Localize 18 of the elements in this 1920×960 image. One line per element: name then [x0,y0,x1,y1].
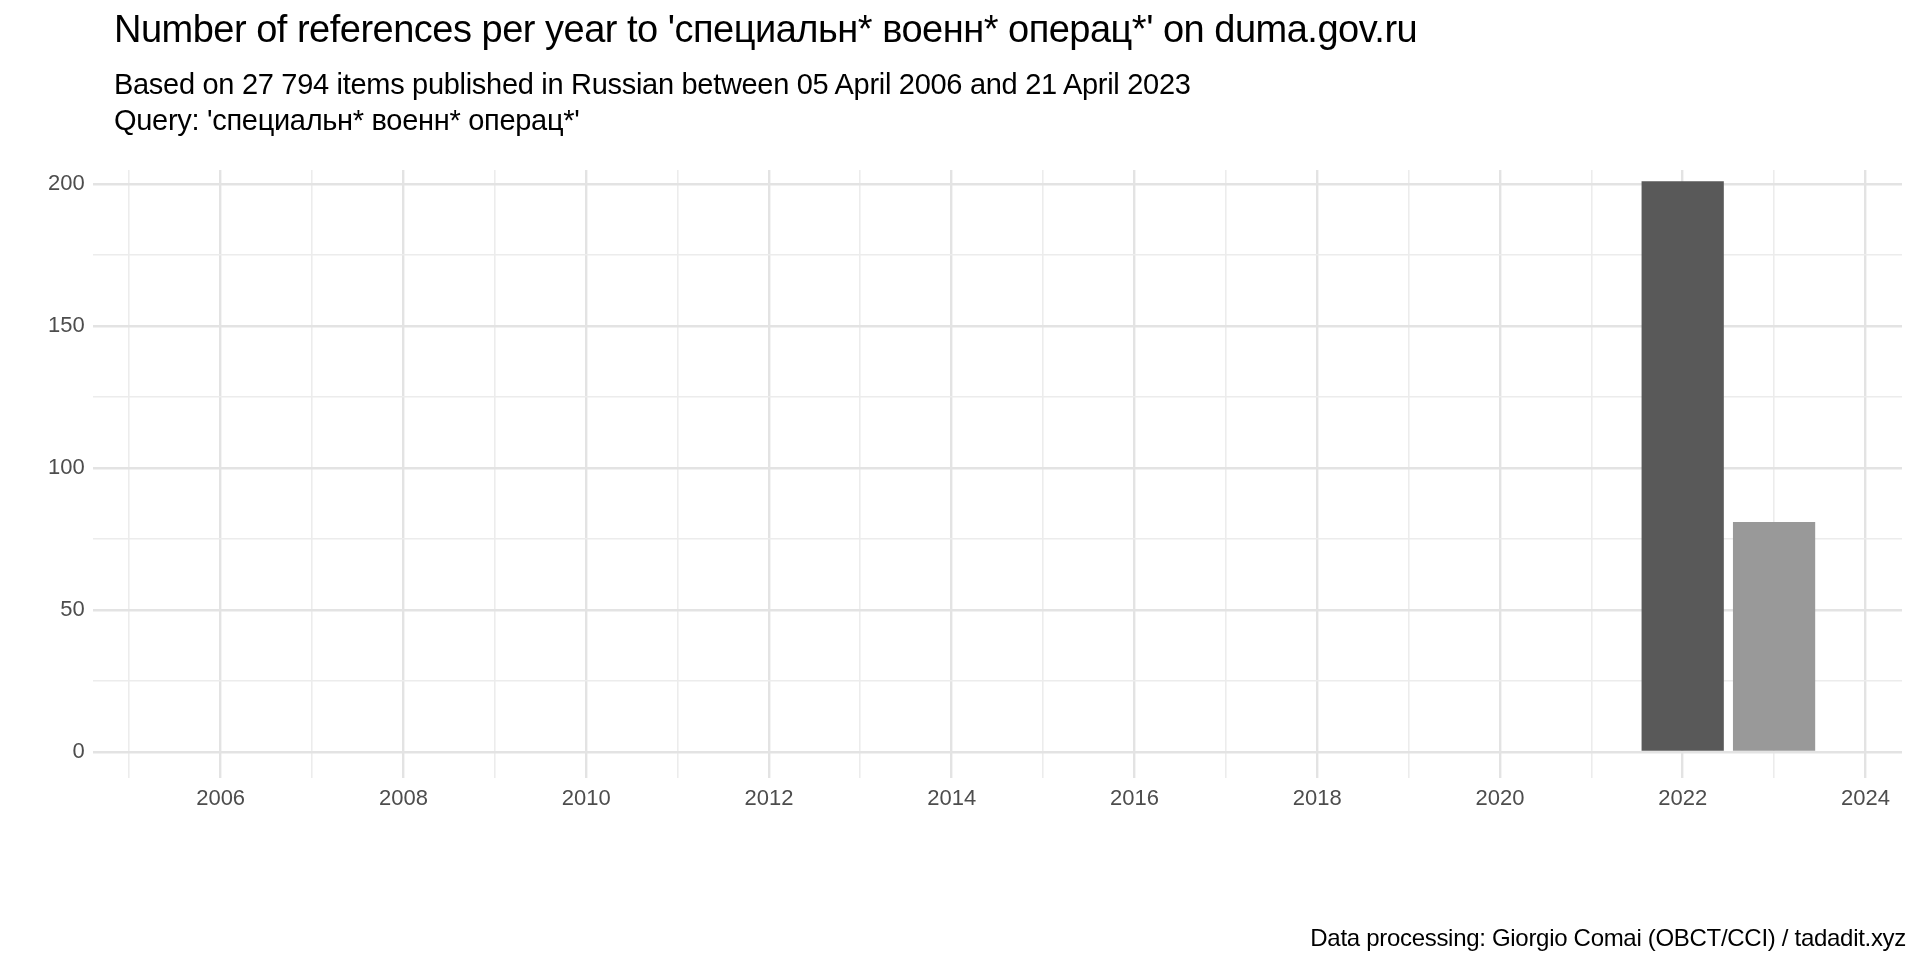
x-tick-label: 2008 [378,784,428,810]
y-tick-label: 100 [47,454,85,480]
x-tick-label: 2010 [561,784,611,810]
x-tick-label: 2020 [1475,784,1525,810]
y-tick-label: 0 [72,738,85,764]
x-tick-label: 2018 [1292,784,1342,810]
x-tick-label: 2006 [196,784,246,810]
y-tick-label: 200 [47,170,85,196]
chart-subtitle: Based on 27 794 items published in Russian between 05 April 2006 and 21 April 2023 Query: 'специальн* военн* операц*' [114,67,1191,138]
x-tick-label: 2024 [1840,784,1890,810]
x-tick-label: 2022 [1658,784,1708,810]
x-tick-label: 2012 [744,784,794,810]
chart-title: Number of references per year to 'специальн* военн* операц*' on duma.gov.ru [114,8,1418,51]
y-tick-label: 150 [47,312,85,338]
x-tick-label: 2014 [927,784,977,810]
text: Data processing: Giorgio Comai (OBCT/CCI) / tadadit.xyz [1310,924,1906,952]
x-tick-label: 2016 [1109,784,1159,810]
y-tick-label: 50 [60,596,85,622]
